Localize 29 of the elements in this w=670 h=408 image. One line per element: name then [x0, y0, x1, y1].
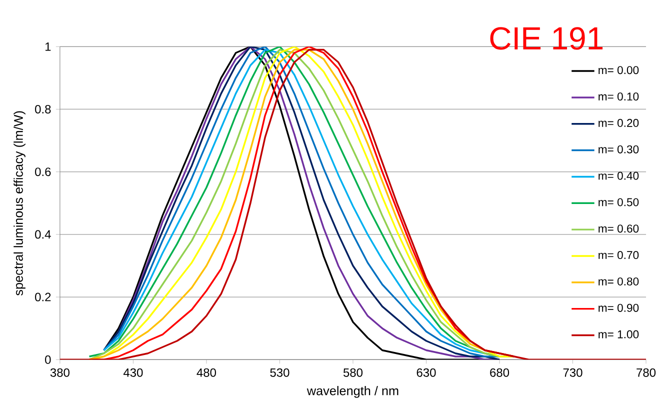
x-tick-label: 480 — [196, 368, 216, 378]
legend-label: m= 0.30 — [598, 146, 639, 154]
annotation: CIE 191 — [490, 27, 603, 50]
legend-label: m= 0.40 — [598, 172, 639, 180]
y-tick-label: 0.6 — [35, 168, 51, 176]
legend-label: m= 0.10 — [598, 92, 639, 101]
y-tick-label: 1 — [45, 42, 51, 51]
legend-label: m= 0.20 — [598, 119, 639, 128]
x-tick-label: 730 — [563, 368, 582, 378]
x-tick-label: 630 — [416, 368, 436, 378]
legend-label: m= 0.60 — [598, 224, 639, 233]
legend-label: m= 0.80 — [598, 278, 639, 286]
legend-label: m= 0.90 — [598, 304, 639, 312]
x-tick-label: 580 — [343, 368, 363, 378]
x-axis-title: wavelength / nm — [306, 386, 398, 398]
legend-label: m= 0.50 — [598, 198, 639, 206]
x-tick-label: 530 — [270, 368, 290, 378]
legend-label: m= 1.00 — [598, 330, 639, 338]
y-tick-label: 0.4 — [35, 230, 51, 239]
y-axis-title: spectral luminous efficacy (lm/W) — [14, 111, 26, 296]
y-tick-label: 0.2 — [35, 292, 51, 302]
x-tick-label: 680 — [490, 368, 510, 378]
y-tick-label: 0 — [45, 356, 51, 364]
x-tick-label: 380 — [50, 368, 70, 378]
legend-label: m= 0.70 — [598, 251, 639, 260]
x-tick-label: 430 — [123, 368, 143, 378]
y-tick-label: 0.8 — [35, 105, 51, 114]
x-tick-label: 780 — [636, 368, 656, 378]
legend-label: m= 0.00 — [598, 66, 639, 74]
